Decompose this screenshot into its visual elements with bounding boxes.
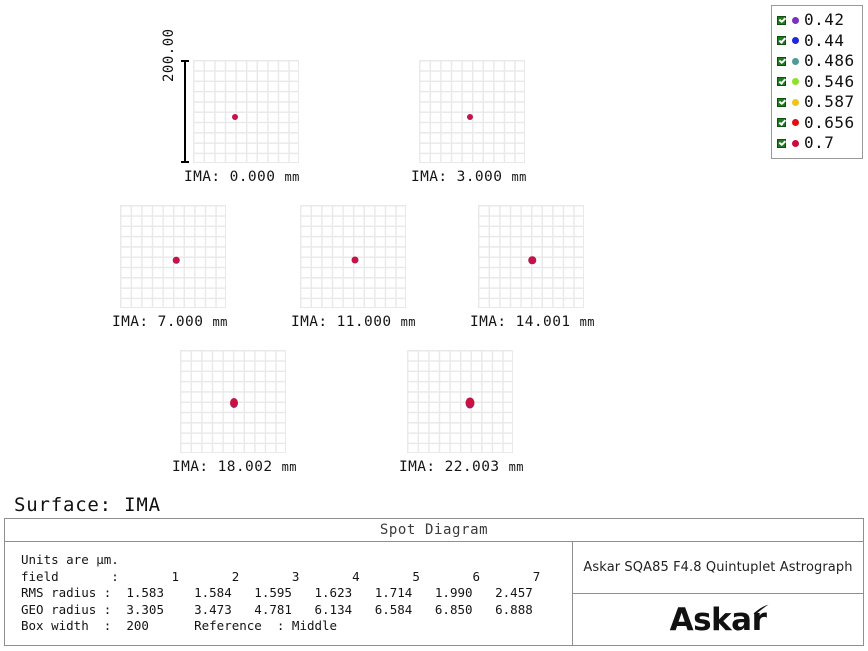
legend-row-0.42[interactable]: 0.42	[777, 10, 858, 31]
spot-grid-box	[180, 350, 286, 453]
field-label-unit: mm	[284, 170, 300, 184]
legend-checkbox-icon[interactable]	[777, 36, 786, 46]
legend-checkbox-icon[interactable]	[777, 118, 786, 128]
spot-field-panel: IMA: 0.000 mm	[184, 60, 300, 185]
legend-row-0.546[interactable]: 0.546	[777, 72, 858, 93]
brand-pane: Askar	[573, 594, 863, 646]
spot-field-panel: IMA: 22.003 mm	[399, 350, 524, 475]
field-label-prefix: IMA:	[411, 169, 448, 185]
spot-cluster	[465, 397, 475, 409]
field-label-unit: mm	[579, 315, 595, 329]
field-position-label: IMA: 14.001 mm	[470, 314, 595, 330]
table-title: Spot Diagram	[5, 519, 863, 542]
field-position-label: IMA: 18.002 mm	[172, 459, 297, 475]
legend-checkbox-icon[interactable]	[777, 15, 786, 25]
field-label-value: 11.000	[336, 314, 392, 330]
field-position-label: IMA: 11.000 mm	[291, 314, 416, 330]
field-label-prefix: IMA:	[112, 314, 149, 330]
field-label-unit: mm	[400, 315, 416, 329]
scale-bar	[181, 60, 189, 163]
spot-grid-box	[120, 205, 226, 308]
box-width-line: Box width : 200 Reference : Middle	[21, 618, 338, 633]
field-position-label: IMA: 7.000 mm	[112, 314, 228, 330]
legend-label: 0.7	[804, 133, 835, 153]
spot-cluster	[230, 398, 238, 408]
legend-row-0.7[interactable]: 0.7	[777, 133, 858, 154]
legend-color-dot-icon	[792, 98, 799, 106]
rms-radius-line: RMS radius : 1.583 1.584 1.595 1.623 1.7…	[21, 585, 533, 600]
field-label-value: 0.000	[229, 169, 276, 185]
field-label-unit: mm	[212, 315, 228, 329]
field-line: field : 1 2 3 4 5 6 7	[21, 568, 541, 584]
legend-color-dot-icon	[792, 119, 799, 127]
table-body: Units are µm. field : 1 2 3 4 5 6 7 RMS …	[5, 542, 863, 646]
spot-cluster	[351, 256, 359, 264]
spot-cluster	[528, 256, 536, 264]
legend-color-dot-icon	[792, 139, 799, 147]
field-label-prefix: IMA:	[172, 459, 209, 475]
spot-grid-box	[478, 205, 584, 308]
legend-label: 0.656	[804, 112, 855, 132]
field-position-label: IMA: 3.000 mm	[411, 169, 527, 185]
description-pane: Askar SQA85 F4.8 Quintuplet Astrograph A…	[573, 542, 863, 646]
legend-checkbox-icon[interactable]	[777, 56, 786, 66]
legend-color-dot-icon	[792, 78, 799, 86]
field-label-value: 14.001	[515, 314, 571, 330]
legend-label: 0.42	[804, 10, 845, 30]
legend-checkbox-icon[interactable]	[777, 77, 786, 87]
geo-radius-line: GEO radius : 3.305 3.473 4.781 6.134 6.5…	[21, 601, 533, 617]
field-label-value: 7.000	[157, 314, 204, 330]
legend-label: 0.587	[804, 92, 855, 112]
spot-grid-box	[300, 205, 406, 308]
info-table: Spot Diagram Units are µm. field : 1 2 3…	[4, 518, 864, 646]
spot-grid-box	[193, 60, 299, 163]
field-label-value: 3.000	[456, 169, 503, 185]
askar-logo: Askar	[669, 602, 769, 638]
legend-row-0.44[interactable]: 0.44	[777, 31, 858, 52]
legend-checkbox-icon[interactable]	[777, 97, 786, 107]
legend-label: 0.546	[804, 71, 855, 91]
field-label-value: 18.002	[217, 459, 273, 475]
field-label-value: 22.003	[444, 459, 500, 475]
spot-cluster	[232, 114, 238, 120]
wavelength-legend: 0.42 0.44 0.486 0.546 0.587 0.656 0.7	[771, 5, 863, 159]
legend-row-0.656[interactable]: 0.656	[777, 113, 858, 134]
legend-label: 0.44	[804, 30, 845, 50]
spot-cluster	[467, 114, 473, 120]
legend-row-0.486[interactable]: 0.486	[777, 51, 858, 72]
field-label-unit: mm	[508, 460, 524, 474]
field-label-unit: mm	[511, 170, 527, 184]
legend-color-dot-icon	[792, 16, 799, 24]
scale-bar-label: 200.00	[161, 28, 177, 82]
spot-field-panel: IMA: 3.000 mm	[411, 60, 527, 185]
legend-color-dot-icon	[792, 57, 799, 65]
spot-grid-box	[419, 60, 525, 163]
field-position-label: IMA: 22.003 mm	[399, 459, 524, 475]
spot-grid-box	[407, 350, 513, 453]
swoosh-icon	[753, 604, 769, 615]
spot-field-panel: IMA: 11.000 mm	[291, 205, 416, 330]
spot-cluster	[172, 256, 180, 264]
spot-diagram-plot-area: 200.00 IMA: 0.000 mm IMA: 3.000 mm IMA: 7.…	[112, 28, 595, 475]
legend-color-dot-icon	[792, 37, 799, 45]
field-label-prefix: IMA:	[184, 169, 221, 185]
legend-label: 0.486	[804, 51, 855, 71]
spot-field-panel: IMA: 18.002 mm	[172, 350, 297, 475]
field-position-label: IMA: 0.000 mm	[184, 169, 300, 185]
field-label-unit: mm	[281, 460, 297, 474]
field-label-prefix: IMA:	[470, 314, 507, 330]
askar-logo-text: Askar	[669, 602, 767, 638]
field-label-prefix: IMA:	[291, 314, 328, 330]
field-label-prefix: IMA:	[399, 459, 436, 475]
statistics-pane: Units are µm. field : 1 2 3 4 5 6 7 RMS …	[5, 542, 573, 646]
surface-title: Surface: IMA	[14, 494, 161, 516]
units-line: Units are µm.	[21, 552, 119, 567]
system-description: Askar SQA85 F4.8 Quintuplet Astrograph	[573, 542, 863, 594]
spot-field-panel: IMA: 7.000 mm	[112, 205, 228, 330]
legend-row-0.587[interactable]: 0.587	[777, 92, 858, 113]
legend-checkbox-icon[interactable]	[777, 138, 786, 148]
spot-field-panel: IMA: 14.001 mm	[470, 205, 595, 330]
